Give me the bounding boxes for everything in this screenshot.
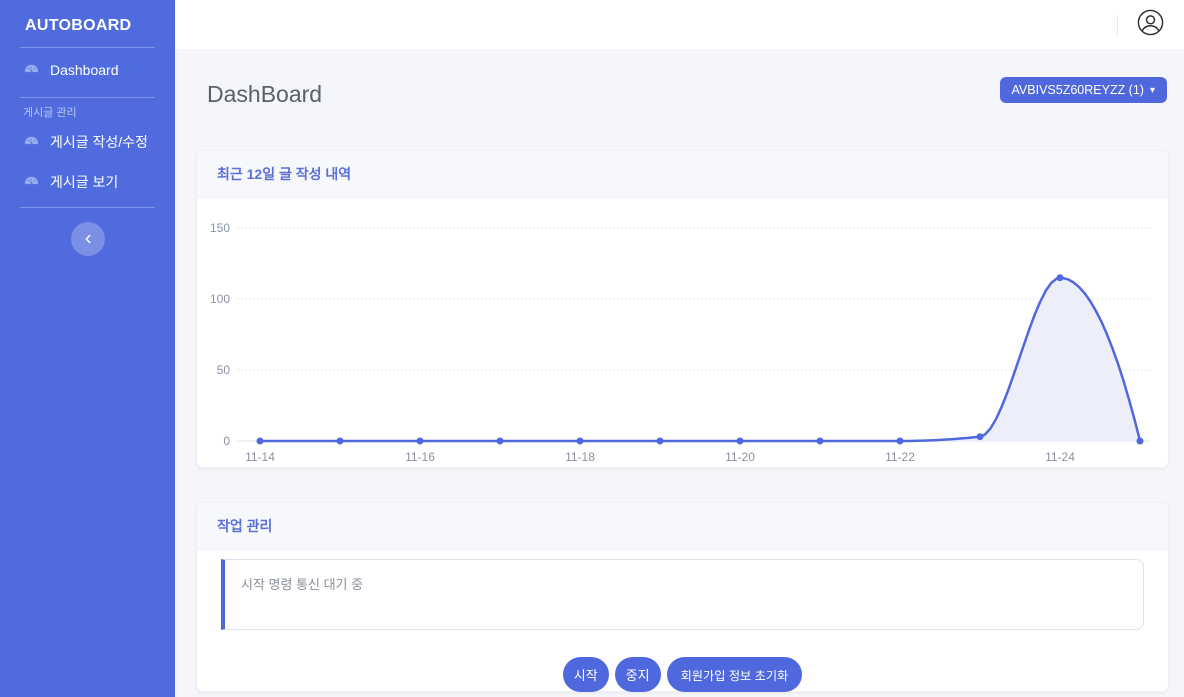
svg-text:100: 100 [210, 292, 230, 306]
svg-text:11-14: 11-14 [245, 450, 275, 463]
svg-text:11-18: 11-18 [565, 450, 595, 463]
svg-text:150: 150 [210, 221, 230, 235]
svg-text:11-24: 11-24 [1045, 450, 1075, 463]
svg-text:50: 50 [217, 363, 231, 377]
svg-text:11-20: 11-20 [725, 450, 755, 463]
svg-text:11-16: 11-16 [405, 450, 435, 463]
svg-text:11-22: 11-22 [885, 450, 915, 463]
svg-text:0: 0 [223, 434, 230, 448]
